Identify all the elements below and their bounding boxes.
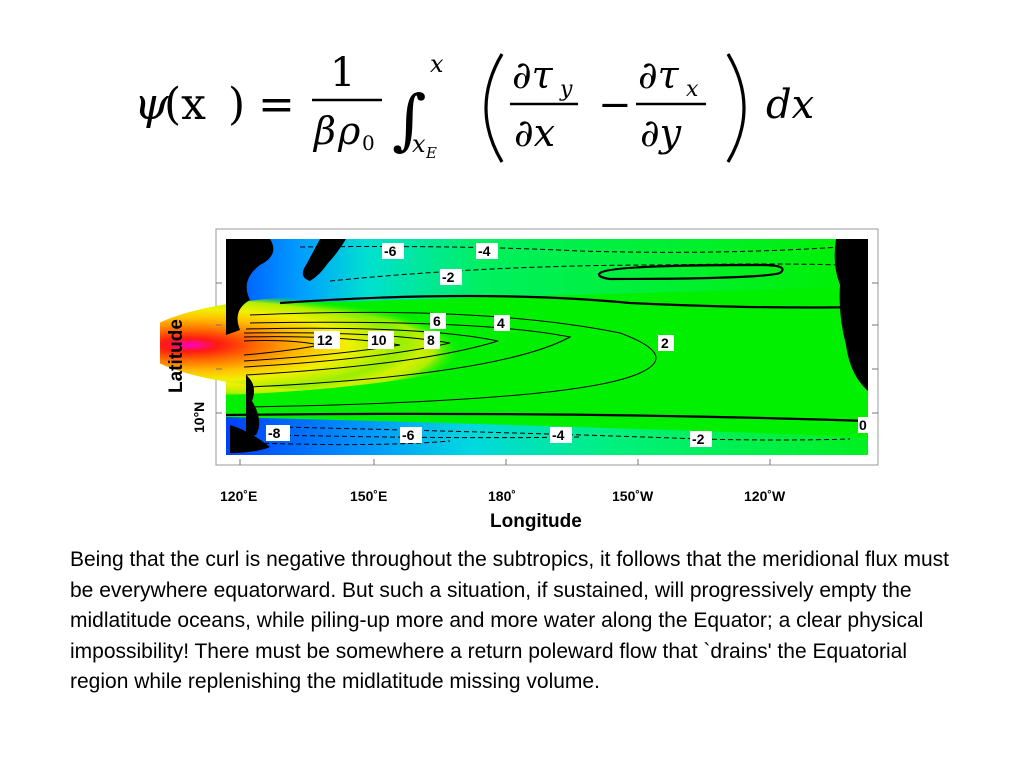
eq-dtauy-sub: y: [559, 77, 573, 102]
eq-dtauy-den: ∂x: [514, 111, 555, 155]
contour-label-neg2-south: -2: [690, 431, 712, 447]
svg-text:10: 10: [371, 332, 387, 348]
contour-label-neg8: -8: [266, 425, 290, 441]
eq-dtaux-sub: x: [686, 77, 699, 102]
svg-text:2: 2: [661, 335, 669, 351]
eq-beta: β: [312, 109, 336, 153]
svg-text:8: 8: [427, 332, 435, 348]
eq-arg: (x: [164, 79, 206, 130]
contour-map-figure: -6 -4 -2 6 4 12 10 8: [140, 225, 900, 535]
contour-label-8: 8: [424, 331, 440, 349]
contour-label-neg4-north: -4: [476, 243, 498, 259]
contour-neg2-north: [329, 263, 841, 282]
x-tick-150w: 150˚W: [612, 488, 654, 504]
y-axis-tick-label: 10°N: [191, 402, 207, 433]
x-tick-180: 180˚: [488, 488, 516, 504]
contour-neg4-south: [269, 434, 581, 439]
contour-label-6: 6: [430, 313, 446, 329]
y-tick-marks: [216, 282, 878, 414]
contour-label-neg6-north: -6: [382, 243, 404, 259]
eq-lower-limit: x: [412, 130, 426, 158]
x-tick-120e: 120˚E: [220, 488, 257, 504]
eq-upper-limit: x: [430, 50, 444, 78]
svg-text:0: 0: [859, 417, 867, 433]
contour-neg2-south: [279, 426, 851, 441]
eq-frac-num: 1: [330, 50, 355, 96]
eq-psi: ψ: [134, 79, 169, 130]
contour-label-neg6-south: -6: [400, 427, 422, 443]
eq-minus: −: [598, 82, 632, 128]
x-tick-150e: 150˚E: [350, 488, 387, 504]
svg-text:-6: -6: [402, 427, 415, 443]
contour-2: [249, 311, 657, 408]
contour-zero-south: [225, 412, 869, 423]
eq-left-big-paren: [484, 53, 504, 163]
contour-zero-north-loop: [598, 263, 784, 281]
eq-dtaux-num: ∂τ: [638, 53, 680, 97]
eq-lower-limit-sub: E: [425, 144, 437, 162]
eq-dtauy-num: ∂τ: [512, 53, 554, 97]
x-tick-marks: [239, 459, 771, 465]
x-tick-120w: 120˚W: [744, 488, 786, 504]
equation-svg: ψ (x ) = 1 β ρ 0 ∫ x x E ∂τ y ∂x − ∂τ x …: [134, 50, 814, 163]
x-axis-label: Longitude: [490, 511, 582, 532]
land-philippines: [246, 375, 260, 437]
eq-close-paren: ): [228, 79, 245, 130]
svg-text:-4: -4: [478, 243, 491, 259]
svg-text:-8: -8: [268, 425, 281, 441]
contour-zero-north: [279, 294, 861, 309]
svg-text:-2: -2: [692, 431, 705, 447]
contour-label-0: 0: [858, 417, 870, 433]
contour-label-4: 4: [494, 315, 510, 331]
land-indonesia: [230, 425, 270, 453]
equation: ψ (x ) = 1 β ρ 0 ∫ x x E ∂τ y ∂x − ∂τ x …: [130, 44, 850, 174]
contour-10: [243, 336, 401, 362]
eq-dtaux-den: ∂y: [640, 111, 682, 155]
eq-integral: ∫: [392, 81, 426, 158]
contour-label-neg2-north: -2: [440, 269, 462, 285]
svg-text:6: 6: [433, 313, 441, 329]
contour-label-12: 12: [314, 331, 340, 349]
contour-label-2: 2: [658, 335, 674, 351]
land-americas: [834, 239, 868, 391]
svg-text:4: 4: [497, 315, 505, 331]
contour-label-10: 10: [368, 331, 394, 349]
land-japan: [302, 239, 346, 281]
caption-paragraph: Being that the curl is negative througho…: [70, 548, 949, 693]
contour-neg6-south: [255, 440, 451, 446]
contour-map-svg: -6 -4 -2 6 4 12 10 8: [140, 228, 879, 532]
y-axis-label: Latitude: [166, 319, 187, 393]
eq-rho: ρ: [337, 109, 361, 153]
eq-dx: dx: [766, 82, 814, 128]
eq-rho-sub: 0: [362, 131, 375, 155]
contour-4: [249, 321, 572, 388]
contour-6: [245, 327, 499, 376]
land-asia: [226, 239, 274, 335]
contour-label-neg4-south: -4: [550, 427, 572, 443]
svg-text:12: 12: [317, 332, 333, 348]
eq-right-big-paren: [726, 53, 746, 163]
eq-equals: =: [258, 79, 295, 130]
caption-text-block: Being that the curl is negative througho…: [70, 545, 950, 698]
svg-text:-6: -6: [384, 243, 397, 259]
svg-text:-2: -2: [442, 269, 455, 285]
svg-text:-4: -4: [552, 427, 565, 443]
